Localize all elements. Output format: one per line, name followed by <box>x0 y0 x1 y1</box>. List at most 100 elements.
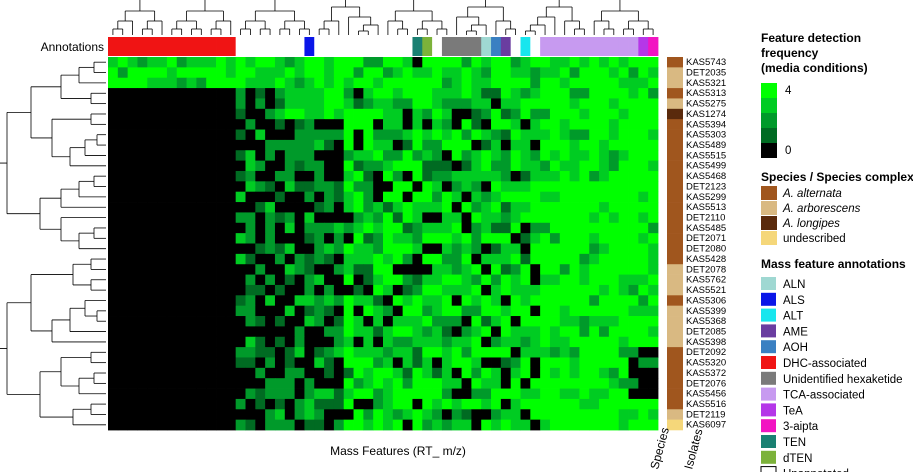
heatmap-cell <box>216 274 227 286</box>
heatmap-cell <box>441 326 453 338</box>
heatmap-cell <box>216 367 227 379</box>
heatmap-cell <box>216 108 227 120</box>
heatmap-cell <box>225 57 237 68</box>
heatmap-cell <box>608 77 620 89</box>
heatmap-cell <box>540 295 551 307</box>
heatmap-cell <box>392 170 404 182</box>
heatmap-cell <box>245 336 256 348</box>
heatmap-cell <box>441 108 453 120</box>
heatmap-cell <box>481 295 492 307</box>
heatmap-cell <box>392 305 404 317</box>
heatmap-cell <box>510 98 521 110</box>
heatmap-cell <box>500 139 512 151</box>
heatmap-cell <box>441 129 453 141</box>
heatmap-cell <box>108 274 119 286</box>
heatmap-cell <box>589 212 600 224</box>
heatmap-cell <box>618 77 629 89</box>
heatmap-cell <box>343 191 354 203</box>
heatmap-cell <box>353 67 364 79</box>
heatmap-cell <box>559 160 571 172</box>
heatmap-cell <box>579 305 590 317</box>
heatmap-cell <box>127 326 138 338</box>
heatmap-cell <box>402 347 413 358</box>
heatmap-cell <box>579 160 590 172</box>
heatmap-cell <box>363 316 374 327</box>
heatmap-cell <box>108 284 119 296</box>
heatmap-cell <box>304 212 315 224</box>
heatmap-cell <box>324 284 335 296</box>
heatmap-cell <box>216 170 227 182</box>
heatmap-cell <box>147 191 158 203</box>
heatmap-cell <box>540 150 551 162</box>
heatmap-cell <box>589 77 600 89</box>
heatmap-cell <box>618 170 629 182</box>
heatmap-cell <box>451 357 462 369</box>
heatmap-cell <box>117 316 129 327</box>
heatmap-cell <box>294 388 305 400</box>
heatmap-cell <box>441 295 453 307</box>
heatmap-cell <box>638 67 649 79</box>
heatmap-cell <box>373 119 384 130</box>
heatmap-cell <box>559 150 571 162</box>
heatmap-cell <box>314 326 325 338</box>
heatmap-cell <box>589 160 600 172</box>
heatmap-cell <box>255 160 266 172</box>
heatmap-cell <box>559 357 571 369</box>
heatmap-cell <box>137 191 148 203</box>
heatmap-cell <box>549 57 561 68</box>
isolate-label: KAS5320 <box>686 358 726 369</box>
heatmap-cell <box>638 212 649 224</box>
heatmap-cell <box>520 388 531 400</box>
heatmap-cell <box>491 367 502 379</box>
heatmap-cell <box>108 170 119 182</box>
heatmap-cell <box>608 67 620 79</box>
heatmap-cell <box>117 253 129 265</box>
heatmap-cell <box>245 191 256 203</box>
heatmap-cell <box>137 233 148 244</box>
heatmap-cell <box>245 388 256 400</box>
heatmap-cell <box>176 88 187 99</box>
heatmap-cell <box>638 264 649 275</box>
heatmap-cell <box>540 243 551 255</box>
heatmap-cell <box>441 316 453 327</box>
heatmap-cell <box>412 150 423 162</box>
heatmap-cell <box>117 222 129 234</box>
heatmap-cell <box>176 409 187 421</box>
heatmap-cell <box>510 108 521 120</box>
heatmap-cell <box>265 222 276 234</box>
heatmap-cell <box>599 253 610 265</box>
heatmap-cell <box>569 108 580 120</box>
heatmap-cell <box>324 305 335 317</box>
heatmap-cell <box>412 326 423 338</box>
column-annotation-bar <box>108 37 659 56</box>
heatmap-cell <box>383 243 394 255</box>
isolate-label: DET2110 <box>686 213 725 224</box>
heatmap-cell <box>333 222 345 234</box>
heatmap-cell <box>481 388 492 400</box>
heatmap-cell <box>471 284 482 296</box>
annotation-cell <box>579 37 590 56</box>
heatmap-cell <box>373 398 384 410</box>
heatmap-cell <box>235 336 246 348</box>
heatmap-cell <box>353 119 364 130</box>
heatmap-cell <box>402 88 413 99</box>
heatmap-cell <box>520 284 531 296</box>
heatmap-cell <box>314 347 325 358</box>
annotation-cell <box>373 37 384 56</box>
heatmap-cell <box>599 119 610 130</box>
heatmap-cell <box>284 419 296 431</box>
heatmap-cell <box>412 274 423 286</box>
heatmap-cell <box>314 181 325 193</box>
heatmap-cell <box>255 305 266 317</box>
heatmap-cell <box>294 347 305 358</box>
heatmap-cell <box>147 388 158 400</box>
species-swatch <box>761 216 777 230</box>
heatmap-cell <box>540 409 551 421</box>
heatmap-cell <box>549 305 561 317</box>
heatmap-cell <box>304 160 315 172</box>
heatmap-cell <box>333 181 345 193</box>
heatmap-cell <box>245 274 256 286</box>
heatmap-cell <box>245 253 256 265</box>
heatmap-cell <box>500 181 512 193</box>
heatmap-cell <box>304 336 315 348</box>
